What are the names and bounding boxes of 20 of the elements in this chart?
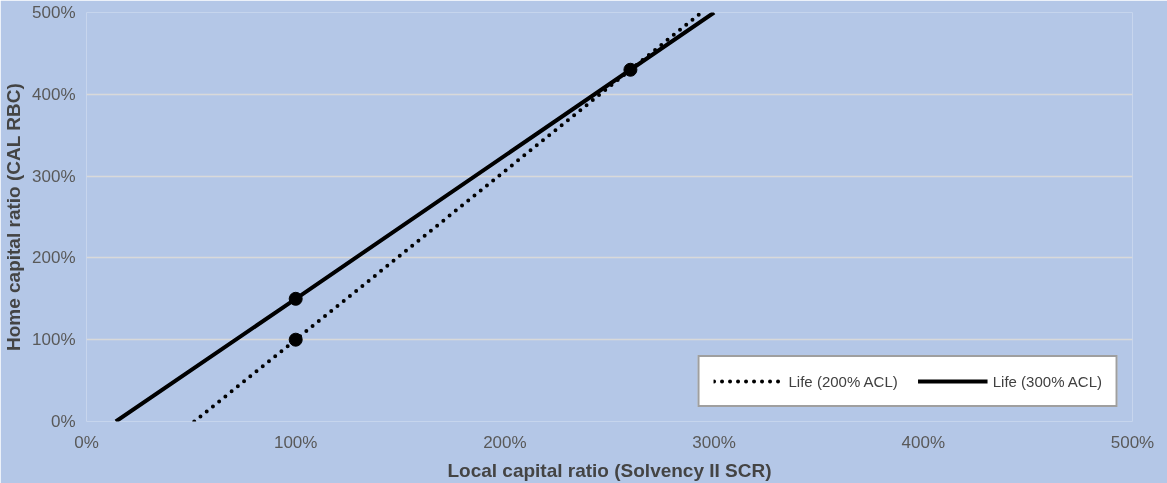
y-tick-label: 100%	[32, 330, 76, 350]
point	[623, 62, 638, 77]
y-tick-label: 400%	[32, 84, 76, 104]
point	[288, 291, 303, 306]
x-tick-label: 100%	[273, 432, 318, 452]
line-series	[113, 12, 717, 422]
y-tick-label: 200%	[32, 248, 76, 268]
x-tick-label: 400%	[901, 432, 946, 452]
legend-label: Life (300% ACL)	[992, 372, 1102, 390]
y-axis-title: Home capital ratio (CAL RBC)	[3, 83, 25, 352]
x-tick-label: 200%	[483, 432, 527, 452]
legend-label: Life (200% ACL)	[788, 372, 898, 390]
point	[288, 332, 303, 347]
x-axis-title: Local capital ratio (Solvency II SCR)	[447, 459, 772, 481]
x-tick-label: 300%	[692, 432, 736, 452]
y-tick-label: 500%	[32, 3, 76, 22]
x-tick-label: 0%	[74, 432, 99, 452]
x-tick-label: 500%	[1110, 432, 1155, 452]
y-tick-label: 0%	[50, 412, 76, 431]
y-tick-label: 300%	[32, 166, 76, 186]
